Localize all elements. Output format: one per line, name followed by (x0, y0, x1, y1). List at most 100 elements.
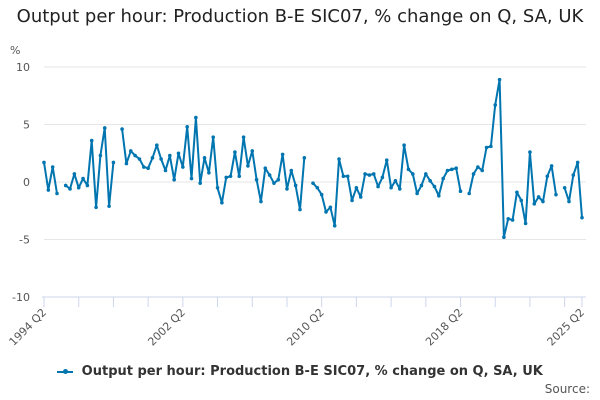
data-point[interactable] (124, 161, 129, 166)
data-point[interactable] (389, 185, 393, 190)
data-point[interactable] (536, 195, 541, 199)
data-point[interactable] (415, 191, 419, 196)
data-point[interactable] (263, 166, 268, 170)
data-point[interactable] (259, 199, 263, 204)
data-point[interactable] (76, 185, 81, 190)
data-point[interactable] (319, 192, 324, 197)
data-point[interactable] (172, 177, 176, 182)
data-point[interactable] (567, 199, 571, 204)
data-point[interactable] (562, 185, 567, 190)
data-point[interactable] (202, 156, 207, 160)
data-point[interactable] (311, 181, 315, 185)
data-point[interactable] (506, 217, 511, 221)
data-point[interactable] (267, 173, 272, 177)
data-point[interactable] (528, 150, 532, 154)
data-point[interactable] (198, 181, 202, 185)
data-point[interactable] (89, 138, 94, 143)
data-point[interactable] (502, 235, 506, 239)
data-point[interactable] (68, 187, 72, 191)
data-point[interactable] (146, 166, 150, 170)
data-point[interactable] (467, 191, 471, 196)
data-point[interactable] (523, 221, 528, 226)
data-point[interactable] (580, 215, 584, 220)
data-point[interactable] (450, 167, 454, 172)
data-point[interactable] (575, 160, 580, 165)
data-point[interactable] (363, 172, 367, 176)
data-point[interactable] (358, 195, 363, 199)
data-point[interactable] (241, 135, 246, 139)
data-point[interactable] (376, 184, 380, 189)
data-point[interactable] (85, 183, 90, 188)
data-point[interactable] (554, 192, 558, 197)
data-point[interactable] (185, 125, 189, 129)
data-point[interactable] (276, 177, 281, 182)
data-point[interactable] (432, 184, 437, 189)
data-point[interactable] (332, 223, 337, 228)
data-point[interactable] (194, 115, 198, 120)
data-point[interactable] (63, 183, 68, 188)
data-point[interactable] (98, 153, 103, 158)
data-point[interactable] (437, 194, 441, 198)
data-point[interactable] (393, 179, 398, 183)
data-point[interactable] (476, 165, 480, 169)
data-point[interactable] (480, 168, 485, 173)
data-point[interactable] (233, 150, 237, 154)
data-point[interactable] (293, 183, 298, 188)
data-point[interactable] (176, 151, 181, 156)
data-point[interactable] (510, 218, 515, 222)
data-point[interactable] (50, 165, 55, 169)
data-point[interactable] (354, 185, 359, 190)
data-point[interactable] (168, 153, 172, 158)
data-point[interactable] (246, 164, 250, 168)
legend[interactable]: Output per hour: Production B-E SIC07, %… (0, 364, 600, 379)
data-point[interactable] (289, 168, 294, 173)
data-point[interactable] (150, 156, 155, 160)
data-point[interactable] (406, 167, 411, 172)
data-point[interactable] (410, 172, 415, 176)
data-point[interactable] (302, 156, 307, 160)
data-point[interactable] (497, 77, 502, 82)
data-point[interactable] (397, 187, 402, 191)
data-point[interactable] (111, 160, 116, 165)
data-point[interactable] (141, 165, 146, 169)
data-point[interactable] (454, 166, 458, 170)
data-point[interactable] (298, 207, 302, 212)
data-point[interactable] (237, 174, 242, 179)
data-point[interactable] (484, 145, 489, 150)
data-point[interactable] (120, 127, 124, 131)
data-point[interactable] (445, 168, 450, 173)
data-point[interactable] (571, 173, 576, 177)
data-point[interactable] (549, 164, 554, 168)
data-point[interactable] (220, 200, 224, 205)
data-point[interactable] (55, 191, 59, 196)
data-point[interactable] (102, 126, 107, 130)
data-point[interactable] (402, 143, 406, 147)
data-point[interactable] (189, 176, 194, 181)
data-point[interactable] (250, 149, 255, 153)
data-point[interactable] (181, 165, 185, 169)
data-point[interactable] (341, 174, 346, 179)
data-point[interactable] (228, 174, 233, 179)
data-point[interactable] (328, 205, 333, 210)
data-point[interactable] (515, 190, 519, 195)
data-point[interactable] (224, 175, 229, 180)
data-point[interactable] (367, 173, 372, 177)
data-point[interactable] (207, 171, 211, 175)
data-point[interactable] (324, 210, 328, 214)
data-point[interactable] (337, 157, 341, 161)
data-point[interactable] (285, 187, 289, 191)
data-point[interactable] (419, 183, 424, 188)
data-point[interactable] (371, 172, 376, 176)
data-point[interactable] (458, 189, 463, 193)
data-point[interactable] (350, 198, 354, 203)
data-point[interactable] (541, 199, 545, 204)
data-point[interactable] (532, 202, 537, 206)
data-point[interactable] (107, 204, 111, 208)
data-point[interactable] (471, 172, 476, 176)
data-point[interactable] (155, 143, 159, 147)
data-point[interactable] (72, 172, 77, 176)
data-point[interactable] (441, 176, 445, 181)
data-point[interactable] (211, 135, 216, 139)
data-point[interactable] (280, 152, 285, 157)
data-point[interactable] (163, 168, 168, 173)
